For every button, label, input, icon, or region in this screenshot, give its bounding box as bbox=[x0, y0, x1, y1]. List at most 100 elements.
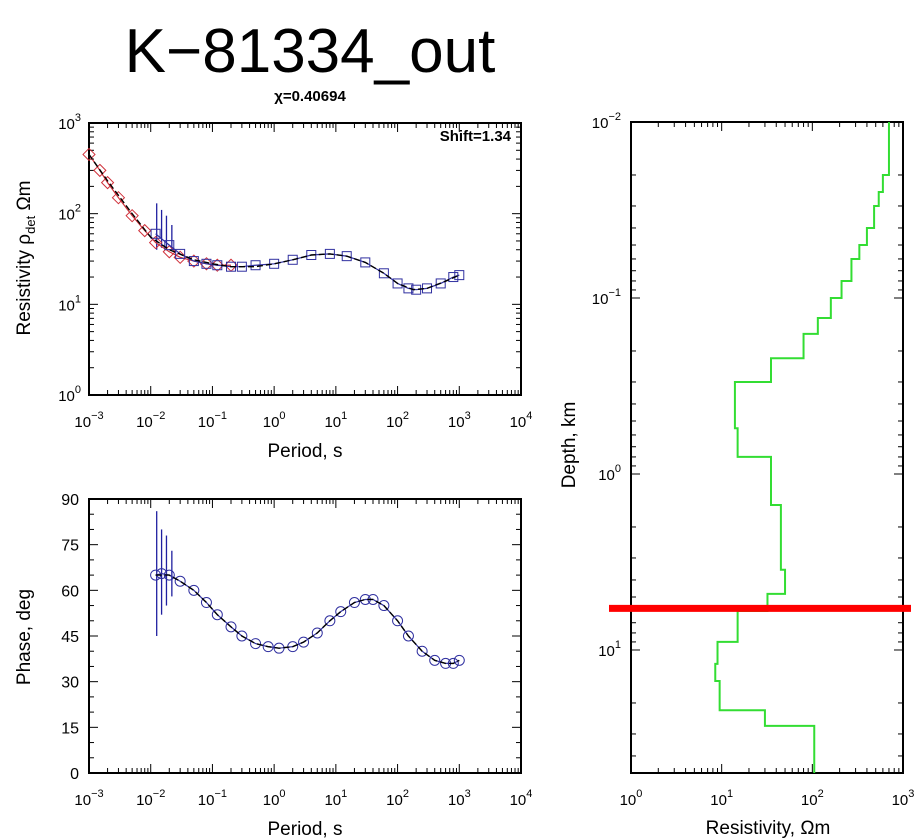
data-point bbox=[324, 248, 335, 259]
x-tick-label: 101 bbox=[324, 788, 347, 809]
data-point bbox=[453, 654, 465, 666]
data-point bbox=[164, 240, 175, 251]
x-tick-label: 102 bbox=[386, 410, 409, 431]
x-tick-label: 102 bbox=[801, 788, 824, 809]
x-tick-label: 104 bbox=[510, 410, 533, 431]
x-tick-label: 10−1 bbox=[198, 410, 227, 431]
data-point bbox=[402, 630, 414, 642]
data-point bbox=[324, 615, 336, 627]
data-point bbox=[163, 569, 175, 581]
data-point bbox=[111, 190, 126, 205]
data-point bbox=[200, 597, 212, 609]
x-tick-label: 10−2 bbox=[136, 788, 165, 809]
x-tick-label: 102 bbox=[386, 788, 409, 809]
data-point bbox=[429, 654, 441, 666]
data-series-line bbox=[155, 233, 460, 291]
x-tick-label: 100 bbox=[263, 410, 286, 431]
x-tick-label: 100 bbox=[263, 788, 286, 809]
data-point bbox=[378, 600, 390, 612]
data-point bbox=[201, 258, 212, 269]
data-point bbox=[156, 568, 168, 580]
data-series-line bbox=[155, 572, 460, 665]
data-point bbox=[225, 621, 237, 633]
x-tick-label: 10−3 bbox=[74, 788, 103, 809]
y-tick-label: 10−1 bbox=[592, 287, 621, 308]
y-tick-label: 102 bbox=[58, 203, 81, 224]
data-point bbox=[311, 627, 323, 639]
data-point bbox=[211, 609, 223, 621]
data-point bbox=[416, 645, 428, 657]
data-point bbox=[454, 270, 465, 281]
x-tick-label: 103 bbox=[892, 788, 915, 809]
plot-frame bbox=[630, 121, 904, 774]
data-point bbox=[262, 641, 274, 653]
figure-title: K−81334_out bbox=[125, 17, 496, 86]
x-tick-label: 10−1 bbox=[198, 788, 227, 809]
data-point bbox=[236, 630, 248, 642]
depth-model-chart: 100 101 102 103 10−2 10−1 100 101 bbox=[592, 111, 915, 809]
model-curve bbox=[88, 154, 460, 291]
resistivity-chart: 10−3 10−2 10−1 100 101 102 103 104 100 101 102 103 bbox=[58, 112, 532, 431]
data-point bbox=[150, 228, 161, 239]
model-y-label: Depth, km bbox=[559, 402, 580, 489]
data-point bbox=[447, 657, 459, 669]
data-point bbox=[360, 257, 371, 268]
data-point bbox=[298, 636, 310, 648]
y-tick-label: 30 bbox=[61, 675, 79, 692]
data-point bbox=[392, 278, 403, 289]
data-point bbox=[335, 606, 347, 618]
y-tick-label: 10−2 bbox=[592, 111, 621, 132]
y-tick-label: 60 bbox=[61, 583, 79, 600]
data-point bbox=[100, 175, 115, 190]
data-point bbox=[448, 272, 459, 283]
data-point bbox=[148, 235, 163, 250]
phase-x-label: Period, s bbox=[268, 819, 343, 840]
x-tick-label: 103 bbox=[448, 788, 471, 809]
y-tick-label: 90 bbox=[61, 492, 79, 509]
data-point bbox=[82, 147, 96, 162]
x-tick-label: 101 bbox=[324, 410, 347, 431]
data-point bbox=[348, 597, 360, 609]
data-point bbox=[175, 248, 186, 259]
phase-chart: 10−3 10−2 10−1 100 101 102 103 104 0 15 30 45 60 75 90 bbox=[61, 492, 532, 809]
data-series-line bbox=[88, 154, 232, 266]
x-tick-label: 103 bbox=[448, 410, 471, 431]
y-tick-label: 101 bbox=[58, 293, 81, 314]
data-point bbox=[435, 278, 446, 289]
resistivity-x-label: Period, s bbox=[268, 441, 343, 462]
x-tick-label: 10−3 bbox=[74, 410, 103, 431]
data-point bbox=[138, 223, 152, 238]
y-tick-label: 45 bbox=[61, 629, 79, 646]
phase-y-label: Phase, deg bbox=[14, 589, 35, 685]
y-tick-label: 75 bbox=[61, 538, 79, 555]
y-tick-label: 100 bbox=[58, 384, 81, 405]
data-point bbox=[250, 260, 261, 271]
x-tick-label: 104 bbox=[510, 788, 533, 809]
model-x-label: Resistivity, Ωm bbox=[706, 818, 831, 839]
data-point bbox=[392, 615, 404, 627]
data-point bbox=[287, 254, 298, 265]
y-tick-label: 100 bbox=[598, 463, 621, 484]
data-point bbox=[250, 638, 262, 650]
data-point bbox=[93, 163, 107, 178]
data-point bbox=[236, 261, 247, 272]
shift-label: Shift=1.34 bbox=[440, 128, 512, 145]
data-point bbox=[378, 268, 389, 279]
y-tick-label: 101 bbox=[598, 639, 621, 660]
x-tick-label: 10−2 bbox=[136, 410, 165, 431]
data-point bbox=[306, 250, 317, 261]
resistivity-y-label: Resistivity ρdet Ωm bbox=[14, 181, 38, 336]
y-tick-label: 0 bbox=[70, 766, 79, 783]
data-point bbox=[125, 208, 139, 223]
resistivity-profile bbox=[714, 122, 890, 773]
chi-label: χ=0.40694 bbox=[274, 88, 346, 105]
y-tick-label: 103 bbox=[58, 112, 81, 133]
y-tick-label: 15 bbox=[61, 720, 79, 737]
plot-frame bbox=[88, 498, 522, 774]
data-point bbox=[403, 283, 414, 294]
data-point bbox=[188, 584, 200, 596]
data-point bbox=[174, 575, 186, 587]
plot-frame bbox=[88, 122, 522, 396]
model-curve bbox=[155, 574, 460, 665]
